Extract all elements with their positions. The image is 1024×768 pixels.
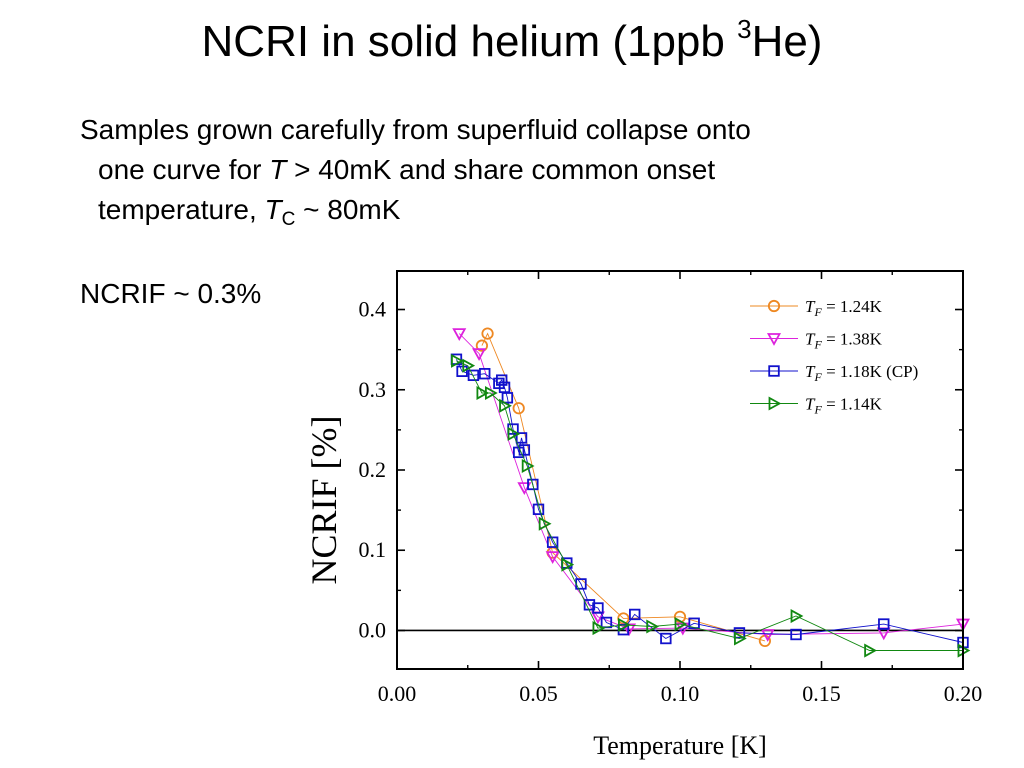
data-point [462, 358, 476, 373]
y-tick-label: 0.1 [359, 537, 387, 562]
series-line [455, 359, 964, 643]
data-point [790, 609, 804, 624]
legend-entry: TF = 1.14K [805, 395, 883, 417]
legend-marker [768, 365, 780, 377]
x-axis-label: Temperature [K] [593, 731, 767, 760]
legend-entry: TF = 1.24K [805, 297, 883, 319]
bullet1-line1: Samples grown carefully from superfluid … [80, 114, 751, 145]
legend-entry: TF = 1.18K (CP) [805, 362, 918, 384]
x-tick-label: 0.20 [944, 681, 983, 706]
bullet1-line3-post: ~ 80mK [295, 194, 401, 225]
bullet-samples: Samples grown carefully from superfluid … [80, 110, 940, 230]
data-point [472, 348, 487, 362]
data-point [456, 365, 468, 378]
x-tick-label: 0.15 [802, 681, 841, 706]
data-point [518, 444, 531, 456]
series-line [456, 360, 963, 651]
ticks: 0.00 0.05 0.10 0.15 0.20 0.0 0.1 0.2 0.3 0.4 [359, 271, 983, 706]
data-point [592, 602, 604, 614]
data-point [499, 398, 512, 413]
data-point [734, 631, 747, 646]
title-superscript: 3 [737, 14, 752, 44]
bullet1-line3-subscript: C [281, 209, 296, 230]
data-point [481, 327, 494, 340]
data-point [527, 478, 539, 491]
legend-marker [767, 299, 781, 313]
data-point [517, 482, 532, 496]
legend-marker [768, 396, 782, 411]
data-point [592, 621, 606, 636]
bullet1-line3: temperature, TC ~ 80mK [80, 190, 940, 230]
data-point [484, 385, 498, 400]
data-point [583, 599, 596, 611]
x-tick-label: 0.10 [661, 681, 700, 706]
data-point [475, 339, 488, 352]
data-point [864, 643, 877, 658]
legend-entry: TF = 1.38K [805, 330, 883, 352]
data-point [496, 374, 508, 386]
data-point [646, 619, 660, 634]
legend-marker [766, 333, 782, 346]
data-point [561, 557, 575, 572]
series-4 [451, 353, 971, 658]
slide-title: NCRI in solid helium (1ppb 3He) [0, 14, 1024, 70]
data-point [674, 617, 688, 632]
data-point [479, 368, 491, 380]
data-point [878, 618, 890, 630]
series-line [458, 333, 964, 635]
y-axis-label: NCRIF [%] [304, 416, 344, 585]
series-3 [450, 353, 969, 649]
data-point [538, 516, 552, 531]
y-tick-label: 0.3 [359, 377, 387, 402]
data-point [546, 536, 559, 548]
bullet-ncrif: NCRIF ~ 0.3% [80, 278, 262, 309]
data-point [688, 617, 700, 629]
legend: TF = 1.24K TF = 1.38K TF = 1.18K (CP) TF = … [750, 297, 918, 417]
bullet1-line2-symbol: T [269, 154, 287, 185]
y-tick-label: 0.0 [359, 617, 387, 642]
x-tick-label: 0.05 [519, 681, 558, 706]
title-main: NCRI in solid helium (1ppb [201, 17, 738, 66]
bullet1-line3-symbol: T [264, 194, 282, 225]
y-tick-label: 0.4 [359, 297, 387, 322]
data-point [790, 628, 802, 641]
data-point [515, 432, 528, 444]
data-point [501, 392, 514, 404]
series-2 [452, 328, 971, 642]
bullet1-line2-post: > 40mK and share common onset [286, 154, 716, 185]
y-tick-label: 0.2 [359, 457, 387, 482]
data-point [618, 617, 631, 632]
data-point [545, 551, 560, 565]
data-point [451, 353, 464, 368]
bullet1-line2-pre: one curve for [98, 154, 270, 185]
data-point [507, 426, 521, 441]
data-point [629, 608, 641, 621]
data-point [452, 328, 467, 341]
title-tail: He) [751, 17, 823, 66]
x-tick-label: 0.00 [378, 681, 417, 706]
bullet1-line3-pre: temperature, [98, 194, 265, 225]
data-point [760, 629, 775, 642]
data-point [660, 632, 672, 645]
data-point [467, 369, 480, 382]
data-point [476, 385, 490, 400]
data-point [521, 458, 535, 474]
data-point [512, 402, 525, 415]
bullet1-line2: one curve for T > 40mK and share common … [80, 150, 940, 190]
